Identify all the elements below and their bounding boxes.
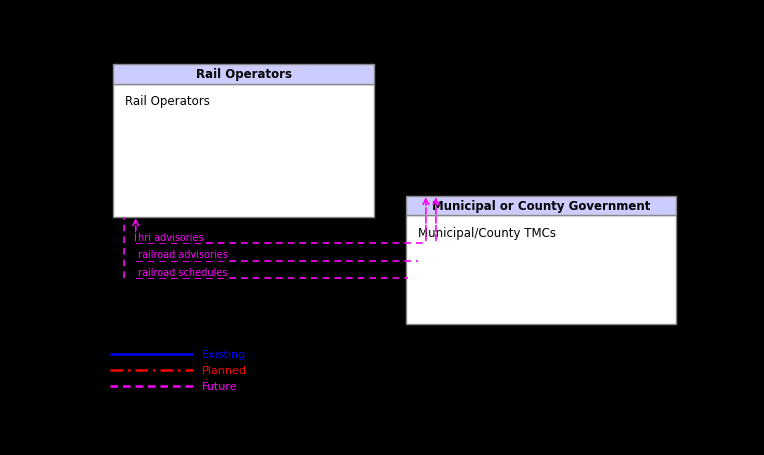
Text: Municipal or County Government: Municipal or County Government xyxy=(432,200,650,212)
Text: Planned: Planned xyxy=(202,365,247,375)
Text: railroad advisories: railroad advisories xyxy=(138,250,228,260)
Text: railroad schedules: railroad schedules xyxy=(138,268,227,278)
Bar xyxy=(406,197,676,216)
Text: Existing: Existing xyxy=(202,349,246,359)
Text: hri advisories: hri advisories xyxy=(138,233,203,243)
Bar xyxy=(113,65,374,84)
Text: Rail Operators: Rail Operators xyxy=(125,95,210,108)
Bar xyxy=(406,216,676,324)
Text: Future: Future xyxy=(202,381,238,391)
Text: Municipal/County TMCs: Municipal/County TMCs xyxy=(418,226,556,239)
Bar xyxy=(113,84,374,217)
Text: Rail Operators: Rail Operators xyxy=(196,68,292,81)
